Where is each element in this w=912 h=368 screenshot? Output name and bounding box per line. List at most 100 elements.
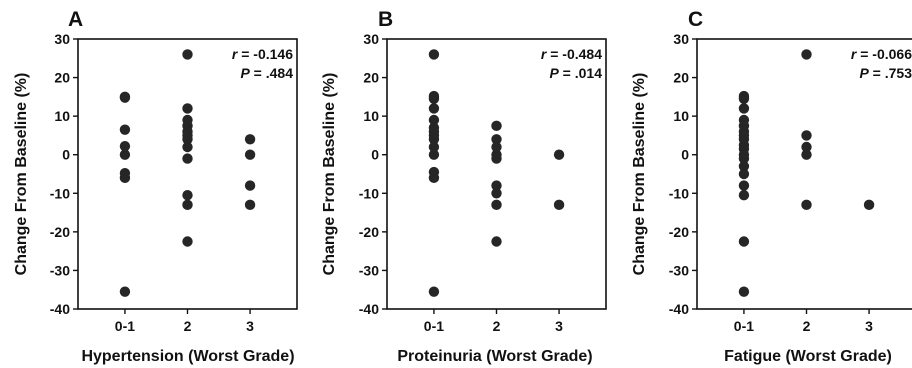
panel-letter: B: [378, 8, 393, 31]
data-point: [491, 134, 502, 145]
data-point: [182, 134, 193, 145]
data-point: [428, 93, 440, 104]
panel-b: B30 20 10 0 -10 -20 -30 -40 0-1 2 3 Change From Bas…: [321, 8, 607, 365]
x-axis-label: Fatigue (Worst Grade): [724, 348, 892, 365]
data-point: [119, 149, 131, 160]
data-point: [801, 130, 812, 141]
correlation-annotation: r = -0.066: [851, 46, 912, 62]
data-point: [801, 49, 812, 60]
data-point: [801, 199, 812, 211]
y-tick-label: -30: [359, 262, 379, 278]
data-point: [182, 49, 193, 60]
data-point: [244, 149, 256, 160]
data-point: [428, 172, 440, 184]
r-symbol: r: [232, 46, 239, 62]
y-axis-label: Change From Baseline (%): [13, 73, 30, 276]
y-tick-label: -40: [50, 301, 70, 317]
panel-letter: A: [68, 8, 83, 31]
p-value: = .753: [869, 65, 912, 81]
data-point: [491, 236, 502, 247]
y-tick-label: -40: [359, 301, 379, 317]
data-point: [738, 153, 750, 164]
data-point: [428, 134, 440, 145]
data-point: [428, 141, 440, 153]
x-tick-label: 0-1: [424, 318, 444, 334]
p-symbol: P: [549, 65, 559, 81]
y-tick-label: -20: [669, 224, 689, 240]
x-tick-label: 0-1: [734, 318, 754, 334]
y-tick-label: 30: [673, 31, 689, 47]
p-value: = .014: [559, 65, 602, 81]
data-point: [738, 103, 750, 114]
data-point: [863, 199, 875, 211]
y-tick-label: 10: [363, 108, 379, 124]
data-point: [491, 199, 502, 211]
panel-letter: C: [688, 8, 703, 31]
data-point: [182, 153, 193, 164]
y-axis-label: Change From Baseline (%): [631, 73, 648, 276]
y-tick-label: -30: [50, 262, 70, 278]
data-point: [738, 286, 750, 297]
data-point: [119, 286, 131, 297]
y-tick-label: 10: [54, 108, 70, 124]
data-point: [428, 49, 440, 60]
x-axis-label: Hypertension (Worst Grade): [81, 348, 294, 365]
data-point: [738, 180, 750, 191]
data-point: [182, 103, 193, 114]
data-point: [491, 188, 502, 199]
y-tick-label: 0: [681, 147, 689, 163]
data-point: [491, 180, 502, 191]
panel-a: A30 20 10 0 -10 -20 -30 -40 0-1 2 3 Change From Bas…: [13, 8, 298, 365]
y-tick-label: 30: [363, 31, 379, 47]
y-tick-label: -10: [359, 185, 379, 201]
y-tick-label: 10: [673, 108, 689, 124]
y-tick-label: -10: [669, 185, 689, 201]
r-symbol: r: [541, 46, 548, 62]
data-point: [244, 134, 256, 145]
data-point: [244, 199, 256, 211]
x-tick-label: 0-1: [115, 318, 135, 334]
data-point: [428, 149, 440, 160]
data-point: [119, 124, 131, 135]
correlation-annotation: r = -0.484: [541, 46, 602, 62]
p-value-annotation: P = .753: [859, 65, 912, 81]
data-point: [428, 103, 440, 114]
y-tick-label: -10: [50, 185, 70, 201]
r-value: = -0.146: [237, 46, 293, 62]
y-tick-label: 20: [54, 70, 70, 86]
x-tick-label: 2: [493, 318, 501, 334]
x-axis-label: Proteinuria (Worst Grade): [397, 348, 592, 365]
y-tick-label: 0: [62, 147, 70, 163]
r-symbol: r: [851, 46, 858, 62]
data-point: [553, 149, 565, 160]
data-point: [491, 120, 502, 131]
data-point: [801, 141, 812, 153]
data-point: [182, 141, 193, 153]
data-point: [738, 236, 750, 247]
data-point: [738, 190, 750, 201]
data-point: [119, 92, 131, 103]
y-tick-label: 30: [54, 31, 70, 47]
y-tick-label: 0: [371, 147, 379, 163]
x-tick-label: 2: [803, 318, 811, 334]
data-point: [182, 199, 193, 211]
x-tick-label: 2: [184, 318, 192, 334]
data-point: [553, 199, 565, 211]
data-point: [182, 190, 193, 201]
y-tick-label: -40: [669, 301, 689, 317]
p-value: = .484: [250, 65, 293, 81]
y-tick-label: -20: [359, 224, 379, 240]
data-point: [119, 172, 131, 184]
y-tick-label: 20: [363, 70, 379, 86]
x-tick-label: 3: [555, 318, 563, 334]
y-tick-label: -20: [50, 224, 70, 240]
x-tick-label: 3: [865, 318, 873, 334]
data-point: [428, 286, 440, 297]
data-point: [801, 149, 812, 160]
data-point: [119, 141, 131, 152]
y-tick-label: 20: [673, 70, 689, 86]
y-tick-label: -30: [669, 262, 689, 278]
correlation-annotation: r = -0.146: [232, 46, 293, 62]
r-value: = -0.484: [546, 46, 602, 62]
